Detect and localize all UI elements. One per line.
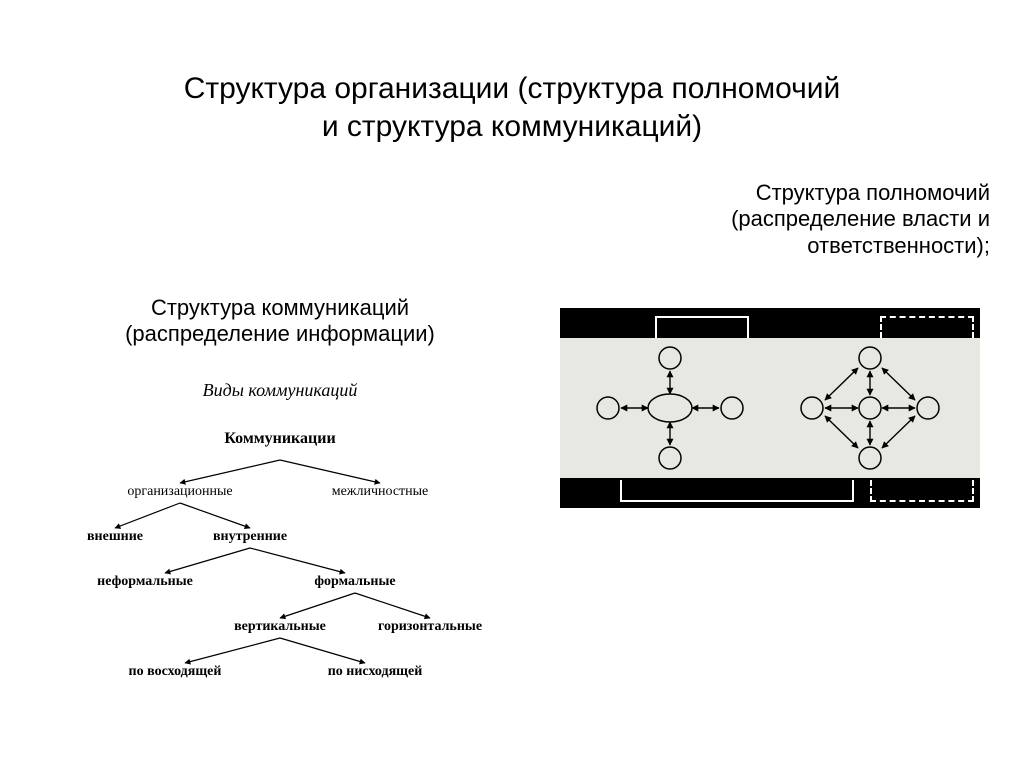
left-caption-l1: Структура коммуникаций (151, 295, 409, 320)
title-line-2: и структура коммуникаций) (322, 110, 702, 143)
network-node (859, 447, 881, 469)
right-caption: Структура полномочий (распределение влас… (560, 180, 990, 259)
tree-edge (250, 548, 345, 573)
network-edge (882, 416, 915, 448)
tree-node-inf: неформальные (97, 574, 193, 589)
tree-edge (180, 503, 250, 528)
frame-tab-top-solid (655, 316, 749, 338)
tree-heading: Виды коммуникаций (60, 380, 500, 401)
tree-node-form: формальные (314, 574, 395, 589)
network-node (597, 397, 619, 419)
slide: Структура организации (структура полномо… (0, 0, 1024, 767)
title-line-1: Структура организации (структура полномо… (184, 72, 841, 105)
network-edge (825, 416, 858, 448)
network-node (721, 397, 743, 419)
network-node (859, 397, 881, 419)
tree-diagram: организационные межличностные внешние внутр… (45, 455, 515, 715)
tree-edge (165, 548, 250, 573)
frame-tab-top-dashed (880, 316, 974, 338)
network-node (859, 347, 881, 369)
tree-node-vert: вертикальные (234, 619, 326, 634)
frame-tab-bottom-solid (620, 480, 854, 502)
left-caption: Структура коммуникаций (распределение ин… (60, 295, 500, 348)
slide-title: Структура организации (структура полномо… (0, 70, 1024, 145)
right-caption-l2: (распределение власти и (731, 206, 990, 231)
network-edge (825, 368, 858, 400)
tree-edge (355, 593, 430, 618)
network-center-node (648, 394, 692, 422)
tree-root-label: Коммуникации (60, 430, 500, 448)
frame-tab-bottom-dashed (870, 480, 974, 502)
right-caption-l3: ответственности); (807, 233, 990, 258)
tree-edge (115, 503, 180, 528)
tree-node-inter: межличностные (332, 484, 429, 499)
tree-edge (280, 638, 365, 663)
tree-edge (280, 460, 380, 483)
right-caption-l1: Структура полномочий (756, 180, 990, 205)
tree-node-horiz: горизонтальные (378, 619, 482, 634)
network-node (659, 347, 681, 369)
tree-node-int: внутренние (213, 529, 287, 544)
tree-edge (180, 460, 280, 483)
tree-node-org: организационные (127, 484, 232, 499)
network-diagram-panel (560, 338, 980, 478)
left-caption-l2: (распределение информации) (125, 321, 435, 346)
tree-edge (185, 638, 280, 663)
network-node (917, 397, 939, 419)
network-svg (560, 338, 980, 478)
network-edge (882, 368, 915, 400)
tree-node-desc: по нисходящей (328, 664, 423, 679)
network-node (659, 447, 681, 469)
tree-node-ext: внешние (87, 529, 143, 544)
tree-edge (280, 593, 355, 618)
tree-node-asc: по восходящей (129, 664, 222, 679)
network-diagram-frame (560, 308, 980, 508)
network-node (801, 397, 823, 419)
